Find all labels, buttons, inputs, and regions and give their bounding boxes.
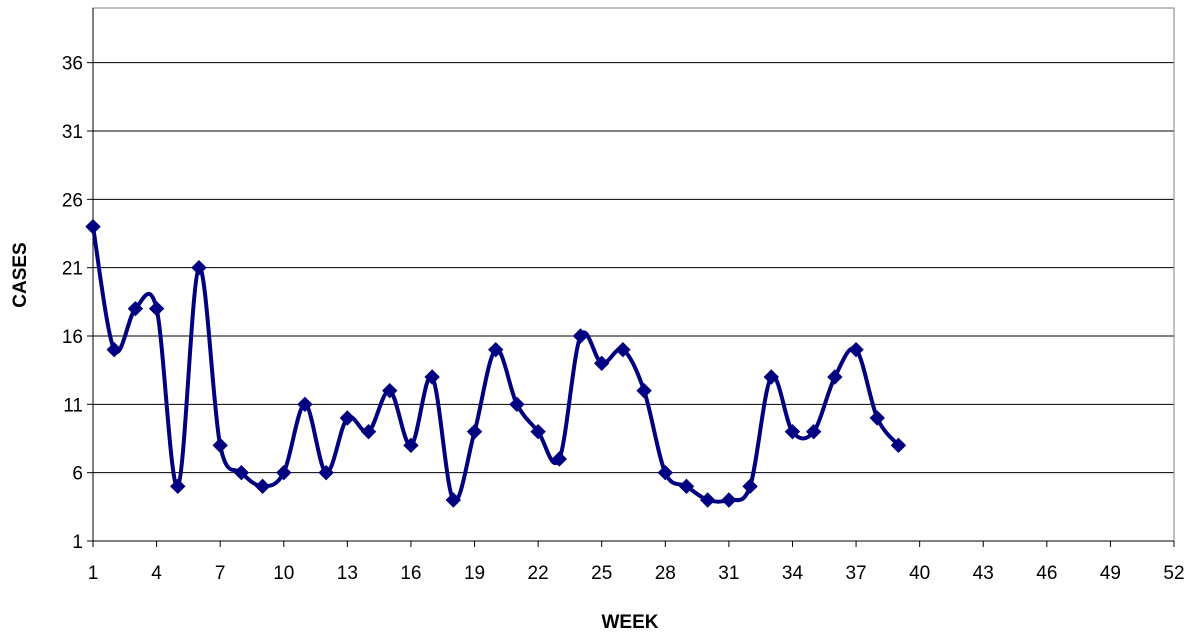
data-point-marker xyxy=(678,478,695,495)
data-point-marker xyxy=(233,464,250,481)
data-point-marker xyxy=(85,218,101,235)
data-point-marker xyxy=(360,423,377,440)
y-tick-label: 26 xyxy=(62,190,83,211)
data-point-marker xyxy=(593,355,610,372)
data-point-marker xyxy=(254,478,271,495)
x-tick-label: 28 xyxy=(655,563,676,584)
x-axis-ticks: 1 4 7 10 13 16 19 22 25 28 31 34 37 40 43 46 49 52 xyxy=(88,8,1185,584)
x-tick-label: 37 xyxy=(845,563,866,584)
data-point-marker xyxy=(636,382,652,399)
x-tick-label: 49 xyxy=(1100,563,1121,584)
data-point-marker xyxy=(212,437,228,454)
x-tick-label: 4 xyxy=(151,563,162,584)
data-point-marker xyxy=(848,341,864,358)
data-point-marker xyxy=(721,492,737,508)
x-tick-label: 7 xyxy=(215,563,226,584)
x-tick-label: 34 xyxy=(782,563,804,584)
x-tick-label: 19 xyxy=(464,563,485,584)
y-axis-title: CASES xyxy=(10,242,31,307)
x-tick-label: 43 xyxy=(973,563,994,584)
y-tick-label: 11 xyxy=(63,395,83,416)
y-tick-label: 31 xyxy=(62,122,83,143)
data-point-marker xyxy=(170,478,186,495)
gridlines xyxy=(93,62,1174,474)
x-tick-label: 16 xyxy=(400,563,421,584)
x-tick-label: 52 xyxy=(1163,563,1184,584)
x-tick-label: 22 xyxy=(528,563,549,584)
data-point-marker xyxy=(148,300,165,317)
y-tick-label: 6 xyxy=(72,464,83,485)
data-point-marker xyxy=(572,328,589,344)
y-tick-label: 16 xyxy=(62,327,83,348)
x-tick-label: 1 xyxy=(88,563,99,584)
plot-area xyxy=(92,7,1175,542)
y-tick-label: 21 xyxy=(62,259,83,280)
x-tick-label: 40 xyxy=(909,563,930,584)
data-point-marker xyxy=(297,396,313,413)
data-point-marker xyxy=(699,492,716,508)
data-point-marker xyxy=(466,423,483,440)
data-point-marker xyxy=(382,382,398,399)
data-point-marker xyxy=(551,451,568,467)
data-point-marker xyxy=(509,396,525,413)
data-point-marker xyxy=(488,341,504,358)
data-point-marker xyxy=(424,369,440,385)
data-point-marker xyxy=(318,464,334,481)
data-point-marker xyxy=(869,410,885,426)
data-point-marker xyxy=(784,423,801,440)
x-tick-label: 46 xyxy=(1036,563,1057,584)
x-tick-label: 13 xyxy=(337,563,358,584)
data-point-marker xyxy=(127,300,144,317)
data-point-marker xyxy=(657,464,674,481)
series-layer xyxy=(85,218,907,508)
data-point-marker xyxy=(890,437,907,454)
data-point-marker xyxy=(445,492,462,508)
data-point-marker xyxy=(615,341,631,358)
data-point-marker xyxy=(805,423,822,440)
x-tick-label: 31 xyxy=(718,563,739,584)
data-point-marker xyxy=(763,369,779,385)
data-point-marker xyxy=(742,478,758,495)
data-point-marker xyxy=(827,369,843,385)
data-point-marker xyxy=(339,410,356,426)
data-point-marker xyxy=(403,437,419,454)
data-point-marker xyxy=(106,341,122,358)
y-tick-label: 1 xyxy=(72,532,83,553)
x-tick-label: 10 xyxy=(273,563,294,584)
data-point-marker xyxy=(530,423,546,440)
y-tick-label: 36 xyxy=(62,54,83,75)
data-point-marker xyxy=(191,259,207,276)
data-point-marker xyxy=(276,464,292,481)
x-axis-title: WEEK xyxy=(602,612,659,633)
x-tick-label: 25 xyxy=(591,563,612,584)
